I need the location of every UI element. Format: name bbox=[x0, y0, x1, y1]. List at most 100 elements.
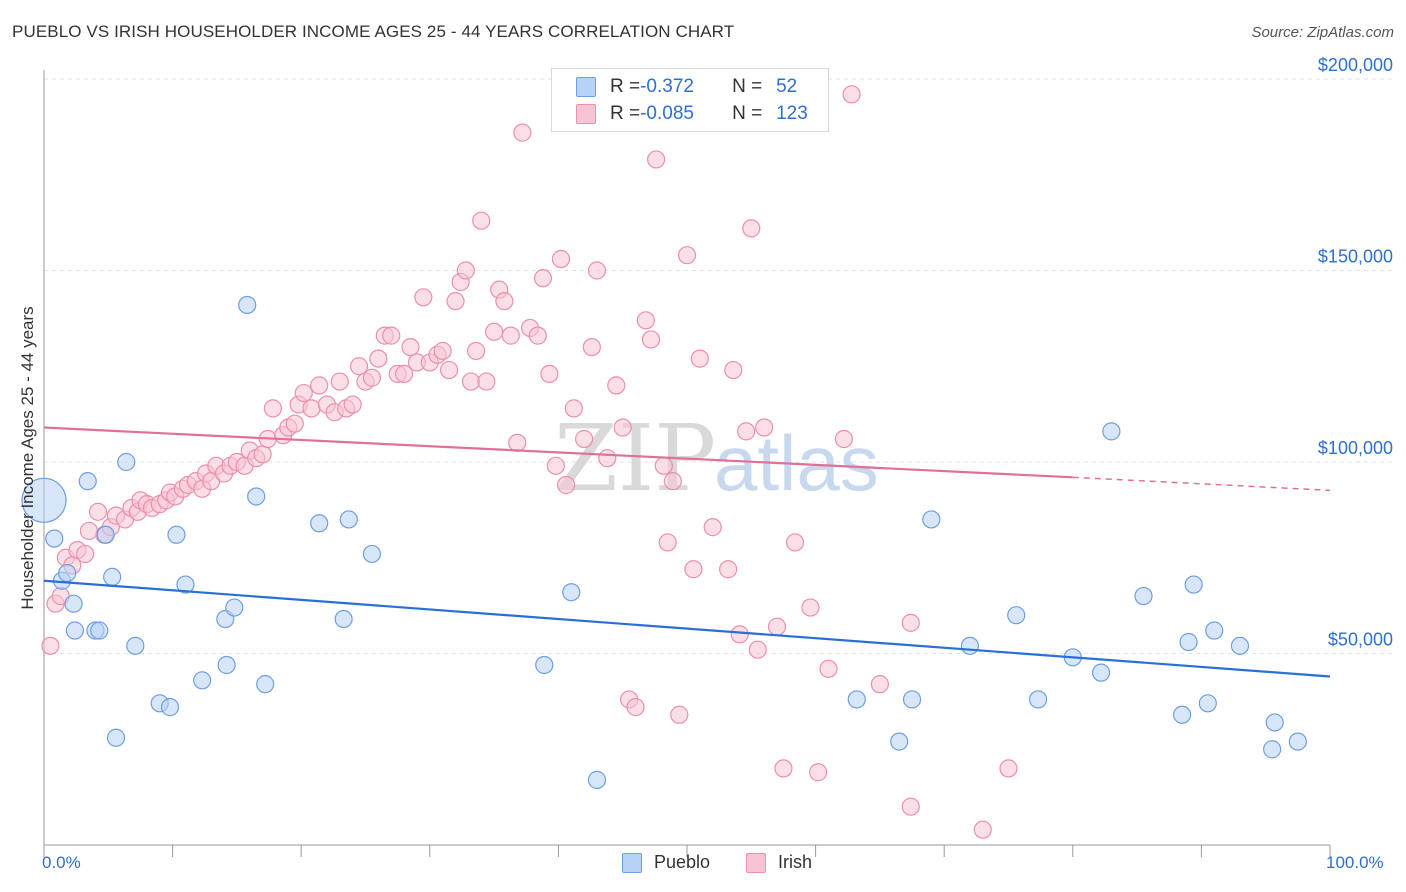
pueblo-point bbox=[1205, 621, 1224, 640]
irish-point bbox=[41, 636, 60, 655]
pueblo-point bbox=[1134, 586, 1153, 606]
y-tick-labels: $50,000 $100,000 $150,000 $200,000 bbox=[1318, 55, 1393, 650]
irish-swatch bbox=[576, 104, 596, 124]
irish-point bbox=[663, 472, 682, 491]
pueblo-point bbox=[902, 690, 922, 709]
pueblo-point bbox=[90, 621, 109, 640]
trend-lines bbox=[43, 426, 1331, 678]
irish-point bbox=[626, 698, 645, 717]
irish-point bbox=[742, 219, 761, 238]
irish-point bbox=[690, 349, 709, 368]
pueblo-point bbox=[217, 655, 236, 675]
irish-point bbox=[513, 123, 532, 142]
pueblo-point bbox=[103, 567, 122, 587]
irish-point bbox=[382, 326, 401, 345]
legend-irish-n-label: N = bbox=[732, 103, 763, 124]
irish-point bbox=[719, 560, 738, 579]
pueblo-point bbox=[117, 452, 136, 472]
irish-point bbox=[285, 414, 304, 433]
irish-point bbox=[343, 395, 362, 414]
pueblo-point bbox=[1028, 690, 1048, 709]
irish-point bbox=[414, 288, 433, 307]
irish-point bbox=[394, 364, 414, 384]
irish-point bbox=[501, 326, 520, 345]
pueblo-point bbox=[58, 563, 77, 583]
pueblo-point bbox=[1007, 606, 1026, 625]
irish-point bbox=[654, 456, 673, 475]
legend-row-pueblo: R = -0.372 N = 52 bbox=[576, 75, 797, 99]
irish-point bbox=[819, 659, 838, 678]
irish-point bbox=[466, 341, 486, 361]
x-ticks bbox=[43, 845, 1331, 857]
irish-point bbox=[587, 261, 607, 280]
pueblo-point bbox=[160, 698, 180, 717]
x-tick-label-max: 100.0% bbox=[1326, 853, 1384, 872]
irish-points bbox=[41, 85, 1018, 839]
pueblo-point bbox=[256, 675, 275, 694]
pueblo-point bbox=[78, 472, 97, 491]
irish-point bbox=[801, 598, 820, 617]
pueblo-point bbox=[1091, 663, 1111, 682]
irish-trend-line-extension bbox=[1072, 476, 1331, 492]
irish-point bbox=[79, 521, 99, 541]
irish-point bbox=[540, 364, 559, 384]
pueblo-point bbox=[922, 510, 941, 529]
irish-point bbox=[842, 85, 861, 104]
pueblo-point bbox=[64, 594, 83, 613]
irish-point bbox=[670, 705, 689, 724]
irish-point bbox=[677, 246, 697, 265]
gridlines bbox=[44, 78, 1392, 654]
irish-legend-label: Irish bbox=[778, 852, 813, 872]
irish-point bbox=[456, 261, 475, 280]
legend-irish-r-value: -0.085 bbox=[640, 103, 694, 124]
pueblo-point bbox=[535, 655, 554, 675]
irish-point bbox=[774, 759, 793, 778]
pueblo-point bbox=[960, 636, 980, 655]
pueblo-point bbox=[562, 583, 581, 602]
pueblo-points bbox=[21, 295, 1307, 789]
irish-point bbox=[369, 349, 388, 368]
irish-point bbox=[658, 533, 677, 552]
irish-legend-swatch bbox=[746, 852, 766, 873]
pueblo-point bbox=[1288, 732, 1307, 751]
pueblo-point bbox=[65, 621, 84, 640]
pueblo-trend-line bbox=[43, 579, 1331, 678]
irish-point bbox=[575, 429, 594, 449]
irish-point bbox=[641, 330, 661, 349]
irish-point bbox=[253, 445, 272, 464]
x-tick-label-min: 0.0% bbox=[42, 853, 81, 872]
irish-point bbox=[767, 617, 787, 636]
legend-pueblo-r-value: -0.372 bbox=[640, 76, 694, 97]
legend-row-irish: R = -0.085 N = 123 bbox=[576, 102, 808, 126]
irish-point bbox=[362, 368, 382, 387]
pueblo-point bbox=[1179, 632, 1198, 652]
irish-point bbox=[647, 150, 666, 169]
irish-point bbox=[495, 292, 514, 311]
irish-point bbox=[724, 360, 743, 380]
pueblo-point bbox=[587, 770, 607, 789]
pueblo-point bbox=[890, 732, 909, 751]
legend-irish-n-value: 123 bbox=[776, 103, 808, 124]
irish-point bbox=[546, 456, 565, 475]
irish-point bbox=[557, 475, 576, 495]
irish-point bbox=[607, 376, 626, 395]
pueblo-point bbox=[225, 598, 244, 617]
irish-point bbox=[439, 360, 459, 380]
irish-point bbox=[310, 376, 329, 395]
irish-point bbox=[88, 502, 108, 521]
irish-point bbox=[401, 338, 420, 357]
irish-point bbox=[755, 418, 774, 437]
pueblo-swatch bbox=[576, 77, 596, 97]
irish-point bbox=[533, 269, 553, 288]
irish-trend-line bbox=[43, 426, 1073, 479]
irish-point bbox=[330, 372, 349, 391]
pueblo-point bbox=[1263, 740, 1282, 759]
irish-point bbox=[302, 399, 321, 418]
pueblo-point bbox=[334, 609, 353, 629]
pueblo-point bbox=[167, 525, 186, 544]
pueblo-point bbox=[1198, 694, 1217, 713]
pueblo-point bbox=[106, 728, 126, 747]
irish-point bbox=[294, 383, 313, 403]
irish-point bbox=[737, 422, 756, 441]
